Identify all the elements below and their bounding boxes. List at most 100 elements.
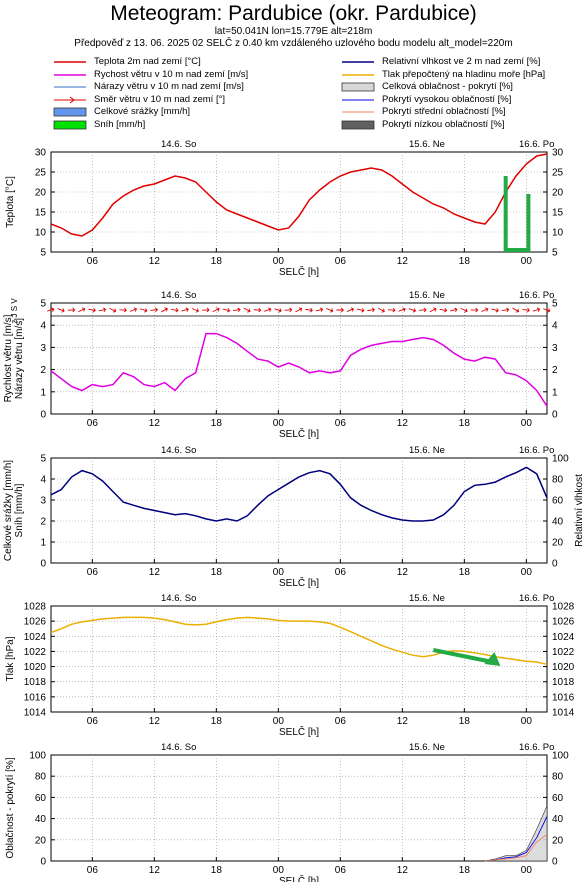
legend-label: Tlak přepočtený na hladinu moře [hPa] (382, 68, 546, 80)
y-tick-label-right: 1014 (552, 708, 575, 719)
wind-direction-arrow (377, 307, 385, 313)
y-tick-label-right: 1020 (552, 662, 575, 673)
hour-label: 12 (149, 716, 161, 727)
hour-label: 18 (459, 256, 471, 267)
hour-label: 06 (335, 567, 347, 578)
wind-direction-arrow (315, 307, 324, 312)
wind-direction-arrow (346, 307, 355, 312)
y-tick-label: 5 (40, 299, 46, 310)
hour-label: 00 (521, 418, 533, 429)
y-tick-label-right: 60 (552, 793, 564, 804)
plot-frame (50, 457, 548, 564)
wind-direction-arrow (305, 307, 313, 313)
legend-symbol (53, 120, 87, 130)
y-tick-label: 0 (40, 410, 46, 421)
day-label: 16.6. Po (519, 290, 554, 301)
location-coordinates: lat=50.041N lon=15.779E alt=218m (214, 26, 373, 37)
y-tick-label: 1 (40, 538, 46, 549)
hour-label: 12 (149, 567, 161, 578)
x-axis-label: SELČ [h] (279, 576, 319, 589)
legend-symbol (53, 107, 87, 117)
y-tick-label: 5 (40, 248, 46, 259)
wind-direction-arrow (367, 307, 375, 313)
y-axis-label-2: Nárazy větru [m/s] (14, 318, 25, 399)
series-line-0 (50, 332, 548, 407)
hour-label: 00 (521, 865, 533, 876)
x-axis-label: SELČ [h] (279, 427, 319, 440)
y-tick-label: 3 (40, 496, 46, 507)
wind-direction-arrow (109, 307, 117, 313)
wind-direction-arrow (78, 307, 86, 313)
hour-label: 12 (149, 256, 161, 267)
hour-label: 18 (459, 716, 471, 727)
y-tick-label: 40 (35, 814, 47, 825)
hour-label: 18 (459, 865, 471, 876)
day-label: 15.6. Ne (409, 290, 445, 301)
hour-label: 12 (149, 865, 161, 876)
hour-label: 06 (335, 418, 347, 429)
y-axis-label: Teplota [°C] (5, 176, 16, 228)
plot-frame (50, 302, 548, 415)
wind-direction-arrow (181, 307, 189, 312)
day-label: 14.6. So (161, 445, 196, 456)
y-tick-label-right: 4 (552, 321, 558, 332)
wind-direction-arrow (284, 307, 293, 313)
hour-label: 18 (459, 567, 471, 578)
y-tick-label: 2 (40, 365, 46, 376)
wind-direction-arrow (398, 307, 406, 312)
y-axis-label-right: Relativní vlhkost (574, 474, 585, 547)
wind-direction-arrow (67, 307, 76, 313)
y-axis-label: Oblačnost - pokrytí [%] (5, 757, 16, 858)
y-tick-label-right: 20 (552, 188, 564, 199)
legend-label: Teplota 2m nad zemí [°C] (94, 56, 201, 67)
y-tick-label: 25 (35, 168, 47, 179)
legend-label: Celková oblačnost - pokrytí [%] (382, 81, 513, 93)
wind-direction-arrow (543, 308, 551, 313)
wind-direction-arrow (429, 307, 437, 313)
hour-label: 00 (273, 418, 285, 429)
y-tick-label: 15 (35, 208, 47, 219)
legend-symbol (54, 73, 86, 76)
wind-direction-arrow (274, 308, 282, 313)
wind-direction-arrow (491, 308, 499, 313)
y-tick-label: 1028 (24, 602, 47, 613)
day-label: 16.6. Po (519, 139, 554, 150)
legend-label: Pokrytí střední oblačností [%] (382, 106, 506, 118)
y-tick-label-right: 5 (552, 299, 558, 310)
hour-label: 12 (397, 418, 409, 429)
wind-direction-arrow (243, 307, 251, 313)
y-axis-label: Tlak [hPa] (5, 636, 16, 681)
y-tick-label: 1020 (24, 662, 47, 673)
hour-label: 00 (521, 256, 533, 267)
y-tick-label-right: 80 (552, 772, 564, 783)
y-tick-label: 1 (40, 387, 46, 398)
wind-direction-arrow (460, 307, 468, 313)
day-label: 15.6. Ne (409, 742, 445, 753)
wind-direction-arrow (201, 307, 210, 313)
wind-direction-axis-label: z J S V (10, 298, 19, 324)
y-tick-label: 10 (35, 228, 47, 239)
y-tick-label-right: 1016 (552, 692, 575, 703)
hour-label: 06 (87, 567, 99, 578)
day-label: 14.6. So (161, 290, 196, 301)
y-tick-label-right: 100 (552, 751, 569, 762)
y-tick-label-right: 1024 (552, 632, 575, 643)
y-tick-label: 1014 (24, 708, 47, 719)
hour-label: 06 (87, 716, 99, 727)
day-label: 16.6. Po (519, 742, 554, 753)
plot-frame (50, 151, 548, 253)
wind-direction-arrow (336, 307, 344, 313)
legend-label: Pokrytí vysokou oblačností [%] (382, 93, 512, 105)
hour-label: 06 (335, 256, 347, 267)
y-tick-label-right: 20 (552, 538, 564, 549)
y-tick-label-right: 1026 (552, 617, 575, 628)
y-tick-label-right: 40 (552, 517, 564, 528)
y-tick-label: 20 (35, 835, 47, 846)
hour-label: 12 (149, 418, 161, 429)
hour-label: 12 (397, 716, 409, 727)
hour-label: 06 (335, 716, 347, 727)
y-tick-label: 80 (35, 772, 47, 783)
wind-direction-arrow (450, 307, 458, 312)
